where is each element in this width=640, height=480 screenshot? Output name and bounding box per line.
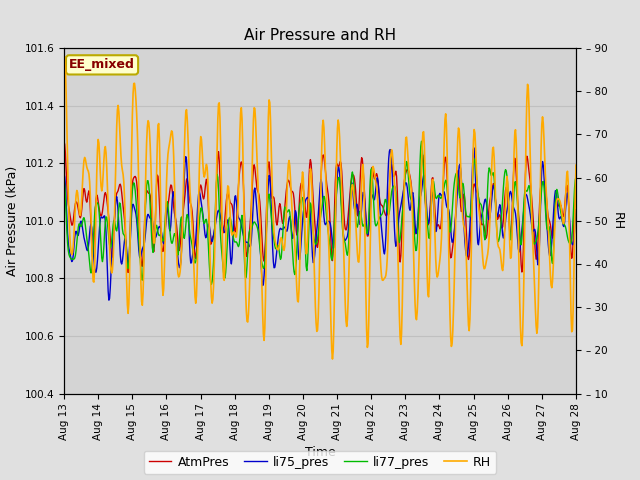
RH bbox=[122, 249, 130, 254]
li75_pres bbox=[397, 199, 405, 205]
li75_pres bbox=[175, 261, 182, 267]
li77_pres bbox=[174, 252, 182, 258]
Text: EE_mixed: EE_mixed bbox=[69, 59, 135, 72]
li77_pres bbox=[201, 219, 209, 225]
RH bbox=[328, 356, 336, 362]
li75_pres bbox=[69, 252, 77, 258]
li77_pres bbox=[383, 200, 390, 206]
Legend: AtmPres, li75_pres, li77_pres, RH: AtmPres, li75_pres, li77_pres, RH bbox=[144, 451, 496, 474]
RH bbox=[69, 243, 77, 249]
li75_pres bbox=[470, 145, 478, 151]
Title: Air Pressure and RH: Air Pressure and RH bbox=[244, 28, 396, 43]
li75_pres bbox=[105, 297, 113, 303]
AtmPres bbox=[69, 218, 77, 224]
li77_pres bbox=[397, 220, 405, 226]
AtmPres bbox=[383, 213, 390, 219]
li75_pres bbox=[123, 247, 131, 253]
li75_pres bbox=[202, 235, 209, 240]
Line: AtmPres: AtmPres bbox=[64, 141, 576, 273]
RH bbox=[397, 331, 405, 336]
Y-axis label: Air Pressure (kPa): Air Pressure (kPa) bbox=[6, 166, 19, 276]
AtmPres bbox=[60, 138, 68, 144]
AtmPres bbox=[397, 237, 405, 243]
Line: li75_pres: li75_pres bbox=[64, 148, 576, 300]
RH bbox=[201, 171, 209, 177]
li77_pres bbox=[122, 244, 130, 250]
RH bbox=[174, 271, 182, 276]
RH bbox=[572, 162, 580, 168]
Line: li77_pres: li77_pres bbox=[64, 141, 576, 285]
AtmPres bbox=[202, 180, 209, 186]
li77_pres bbox=[69, 256, 77, 262]
li75_pres bbox=[383, 213, 390, 218]
AtmPres bbox=[124, 270, 132, 276]
RH bbox=[383, 266, 390, 272]
li75_pres bbox=[60, 171, 68, 177]
li77_pres bbox=[572, 174, 580, 180]
li77_pres bbox=[207, 282, 215, 288]
X-axis label: Time: Time bbox=[305, 446, 335, 459]
AtmPres bbox=[175, 245, 182, 251]
li77_pres bbox=[418, 138, 426, 144]
Line: RH: RH bbox=[64, 57, 576, 359]
li77_pres bbox=[60, 177, 68, 182]
AtmPres bbox=[572, 180, 580, 185]
Y-axis label: RH: RH bbox=[611, 212, 624, 230]
RH bbox=[60, 54, 68, 60]
li75_pres bbox=[572, 207, 580, 213]
AtmPres bbox=[122, 240, 130, 246]
